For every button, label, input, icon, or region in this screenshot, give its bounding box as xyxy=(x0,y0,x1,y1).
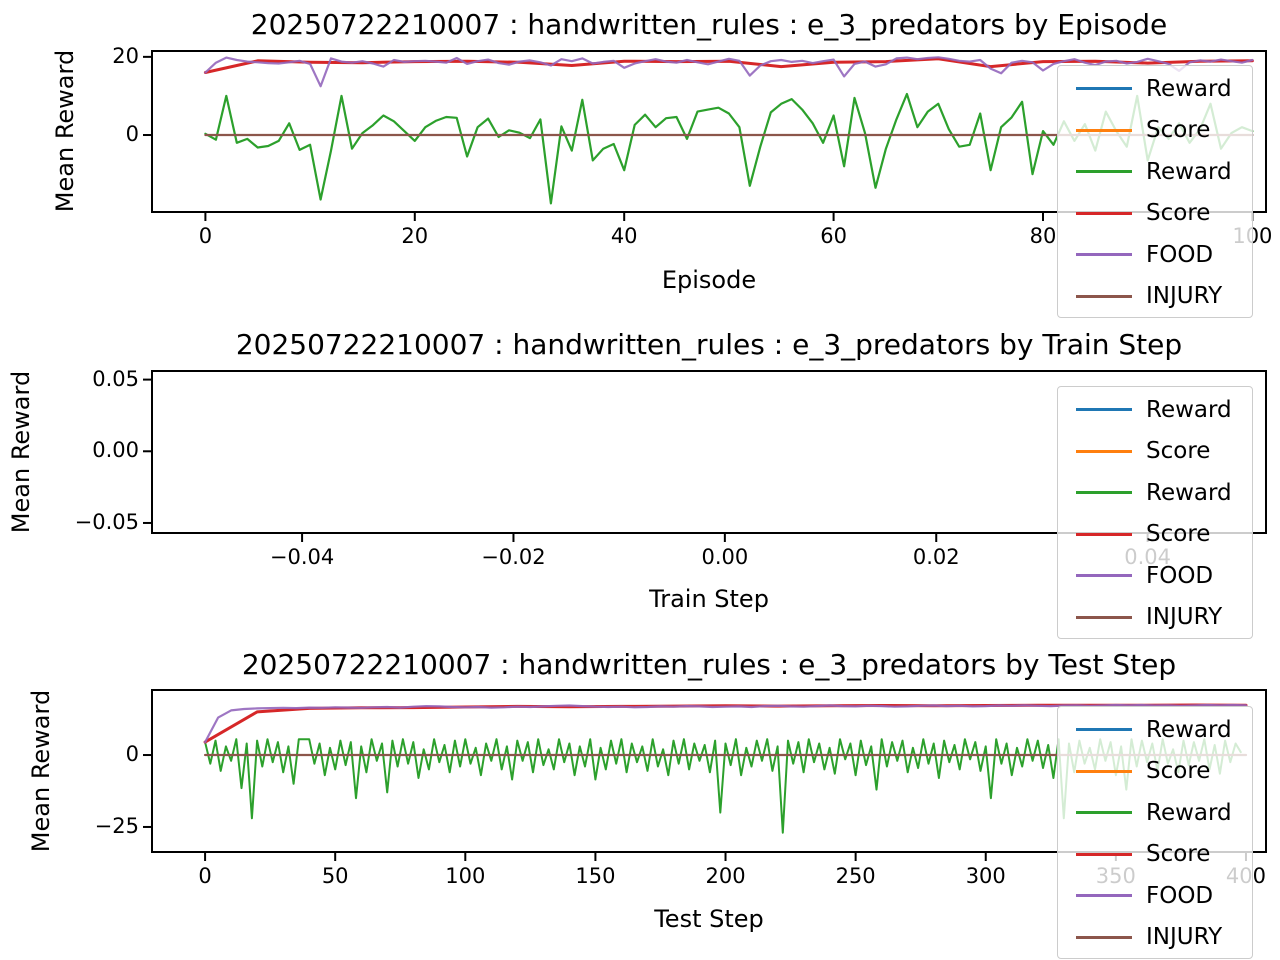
legend-line-swatch xyxy=(1076,87,1132,91)
plot1-x-tick-label: 60 xyxy=(820,224,847,248)
series-line-food-4 xyxy=(204,56,1254,88)
legend-label: Score xyxy=(1146,521,1211,548)
legend-row: INJURY xyxy=(1076,597,1252,639)
legend-label: FOOD xyxy=(1146,882,1214,909)
legend-line-swatch xyxy=(1076,449,1132,453)
legend-row: INJURY xyxy=(1076,917,1252,959)
plot3-title: 20250722210007 : handwritten_rules : e_3… xyxy=(241,648,1177,681)
legend-line-swatch xyxy=(1076,852,1132,856)
plot1-x-tick-label: 20 xyxy=(401,224,429,248)
legend-row: Reward xyxy=(1076,151,1252,193)
plot1-x-tick-label: 80 xyxy=(1029,224,1057,248)
legend-label: INJURY xyxy=(1146,283,1223,310)
plot1-title: 20250722210007 : handwritten_rules : e_3… xyxy=(250,8,1168,41)
legend-row: INJURY xyxy=(1076,276,1252,318)
legend-line-swatch xyxy=(1076,128,1132,132)
legend-label: Reward xyxy=(1146,799,1232,826)
legend-label: FOOD xyxy=(1146,562,1214,589)
plot3-x-tick-label: 50 xyxy=(321,864,349,888)
legend-row: FOOD xyxy=(1076,555,1252,597)
legend-line-swatch xyxy=(1076,408,1132,412)
legend-line-swatch xyxy=(1076,769,1132,773)
legend-row: FOOD xyxy=(1076,234,1252,276)
legend-line-swatch xyxy=(1076,491,1132,495)
plot3-legend: Reward Score Reward Score FOOD INJURY xyxy=(1057,706,1253,959)
legend-line-swatch xyxy=(1076,253,1132,257)
legend-line-swatch xyxy=(1076,211,1132,215)
plot1-x-tick-label: 40 xyxy=(610,224,638,248)
legend-row: Reward xyxy=(1076,709,1252,751)
plot1-y-tick-label: 0 xyxy=(125,122,139,147)
plot1-spine xyxy=(151,50,1267,213)
legend-row: Reward xyxy=(1076,792,1252,834)
legend-row: Reward xyxy=(1076,389,1252,431)
legend-line-swatch xyxy=(1076,811,1132,815)
legend-row: Score xyxy=(1076,110,1252,152)
plot1-legend: Reward Score Reward Score FOOD INJURY xyxy=(1057,65,1253,318)
plot3-x-tick-label: 250 xyxy=(835,864,876,888)
legend-line-swatch xyxy=(1076,170,1132,174)
series-line-food-4 xyxy=(204,703,1248,744)
legend-label: Reward xyxy=(1146,396,1232,423)
legend-line-swatch xyxy=(1076,894,1132,898)
plot2-title: 20250722210007 : handwritten_rules : e_3… xyxy=(235,328,1183,361)
legend-label: Reward xyxy=(1146,158,1232,185)
plot2-x-tick-label: −0.02 xyxy=(481,545,546,569)
legend-row: Score xyxy=(1076,751,1252,793)
legend-label: Score xyxy=(1146,841,1211,868)
plot1-x-tick-label: 0 xyxy=(198,224,213,248)
plot3-x-axis-label: Test Step xyxy=(654,905,764,933)
legend-label: INJURY xyxy=(1146,604,1223,631)
legend-row: Score xyxy=(1076,514,1252,556)
plot1-x-axis-label: Episode xyxy=(661,266,757,294)
plot3-x-tick-label: 0 xyxy=(198,864,212,888)
legend-label: FOOD xyxy=(1146,241,1214,268)
plot2-x-axis-label: Train Step xyxy=(649,585,769,613)
legend-label: Score xyxy=(1146,200,1211,227)
legend-line-swatch xyxy=(1076,532,1132,536)
legend-label: Score xyxy=(1146,117,1211,144)
legend-row: Score xyxy=(1076,193,1252,235)
plot1-y-tick-label: 20 xyxy=(112,43,139,68)
legend-line-swatch xyxy=(1076,728,1132,732)
plot2-y-tick-label: −0.05 xyxy=(74,509,139,534)
plot3-x-tick-label: 150 xyxy=(575,864,616,888)
plot3-y-axis-label: Mean Reward xyxy=(27,689,55,853)
legend-line-swatch xyxy=(1076,615,1132,619)
legend-row: Score xyxy=(1076,431,1252,473)
legend-row: Score xyxy=(1076,834,1252,876)
legend-line-swatch xyxy=(1076,294,1132,298)
plot3-x-tick-label: 100 xyxy=(445,864,486,888)
legend-row: Reward xyxy=(1076,68,1252,110)
legend-label: Reward xyxy=(1146,479,1232,506)
legend-label: Score xyxy=(1146,438,1211,465)
legend-label: Reward xyxy=(1146,75,1232,102)
legend-row: FOOD xyxy=(1076,875,1252,917)
legend-label: INJURY xyxy=(1146,924,1223,951)
plot2-legend: Reward Score Reward Score FOOD INJURY xyxy=(1057,386,1253,639)
plot2-y-tick-label: 0.00 xyxy=(92,438,139,463)
plot2-axes xyxy=(143,370,1267,542)
legend-line-swatch xyxy=(1076,935,1132,939)
plot3-y-tick-label: 0 xyxy=(125,742,139,767)
legend-line-swatch xyxy=(1076,574,1132,578)
plot2-x-tick-label: 0.02 xyxy=(912,545,960,569)
plot2-spine xyxy=(151,370,1267,534)
plot2-x-tick-label: −0.04 xyxy=(269,545,335,569)
legend-label: Score xyxy=(1146,758,1211,785)
plot3-spine xyxy=(151,689,1267,853)
plot2-x-tick-label: 0.00 xyxy=(701,545,749,569)
plot3-y-tick-label: −25 xyxy=(94,813,139,838)
legend-label: Reward xyxy=(1146,716,1232,743)
legend-row: Reward xyxy=(1076,472,1252,514)
plot2-y-tick-label: 0.05 xyxy=(92,366,139,391)
plot3-x-tick-label: 300 xyxy=(965,864,1006,888)
plot3-x-tick-label: 200 xyxy=(705,864,746,888)
